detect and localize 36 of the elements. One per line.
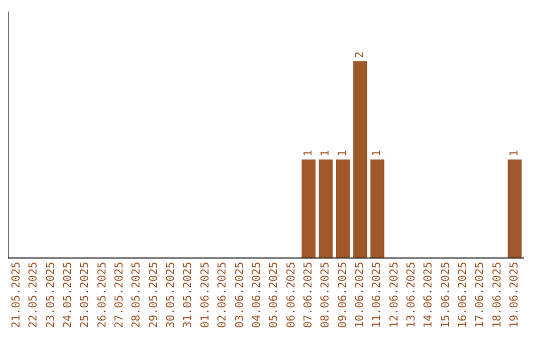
x-tick-label: 12.06.2025 (387, 262, 400, 328)
x-tick-label: 13.06.2025 (404, 262, 418, 328)
x-tick-label: 27.05.2025 (112, 262, 126, 328)
data-label: 1 (370, 150, 384, 156)
x-tick-label: 26.05.2025 (95, 262, 108, 328)
data-label: 1 (301, 150, 314, 156)
x-tick-label: 22.05.2025 (26, 262, 40, 328)
x-tick-label: 08.06.2025 (318, 262, 332, 328)
data-label: 2 (352, 52, 366, 58)
x-tick-label: 10.06.2025 (352, 262, 366, 328)
x-tick-label: 05.06.2025 (267, 262, 280, 328)
x-tick-label: 06.06.2025 (284, 262, 298, 328)
x-tick-label: 07.06.2025 (301, 262, 314, 328)
x-tick-label: 24.05.2025 (60, 262, 74, 328)
x-tick-label: 29.05.2025 (146, 262, 160, 328)
x-tick-label: 04.06.2025 (250, 262, 263, 328)
x-tick-label: 23.05.2025 (44, 262, 57, 328)
data-label: 1 (336, 150, 349, 156)
x-tick-label: 21.05.2025 (9, 262, 22, 328)
x-tick-label: 31.05.2025 (181, 262, 194, 328)
data-label: 1 (318, 150, 332, 156)
x-tick-label: 03.06.2025 (232, 262, 246, 328)
x-tick-label: 16.06.2025 (456, 262, 470, 328)
x-tick-label: 15.06.2025 (438, 262, 452, 328)
x-tick-label: 02.06.2025 (216, 262, 229, 328)
x-tick-label: 19.06.2025 (508, 262, 521, 328)
x-tick-label: 09.06.2025 (336, 262, 349, 328)
x-tick-label: 18.06.2025 (490, 262, 504, 328)
x-tick-label: 01.06.2025 (198, 262, 212, 328)
x-tick-label: 30.05.2025 (164, 262, 178, 328)
x-tick-label: 11.06.2025 (370, 262, 384, 328)
x-tick-label: 17.06.2025 (473, 262, 486, 328)
x-tick-label: 25.05.2025 (78, 262, 92, 328)
x-tick-label: 14.06.2025 (422, 262, 435, 328)
x-tick-label: 28.05.2025 (130, 262, 143, 328)
data-label: 1 (508, 150, 521, 156)
